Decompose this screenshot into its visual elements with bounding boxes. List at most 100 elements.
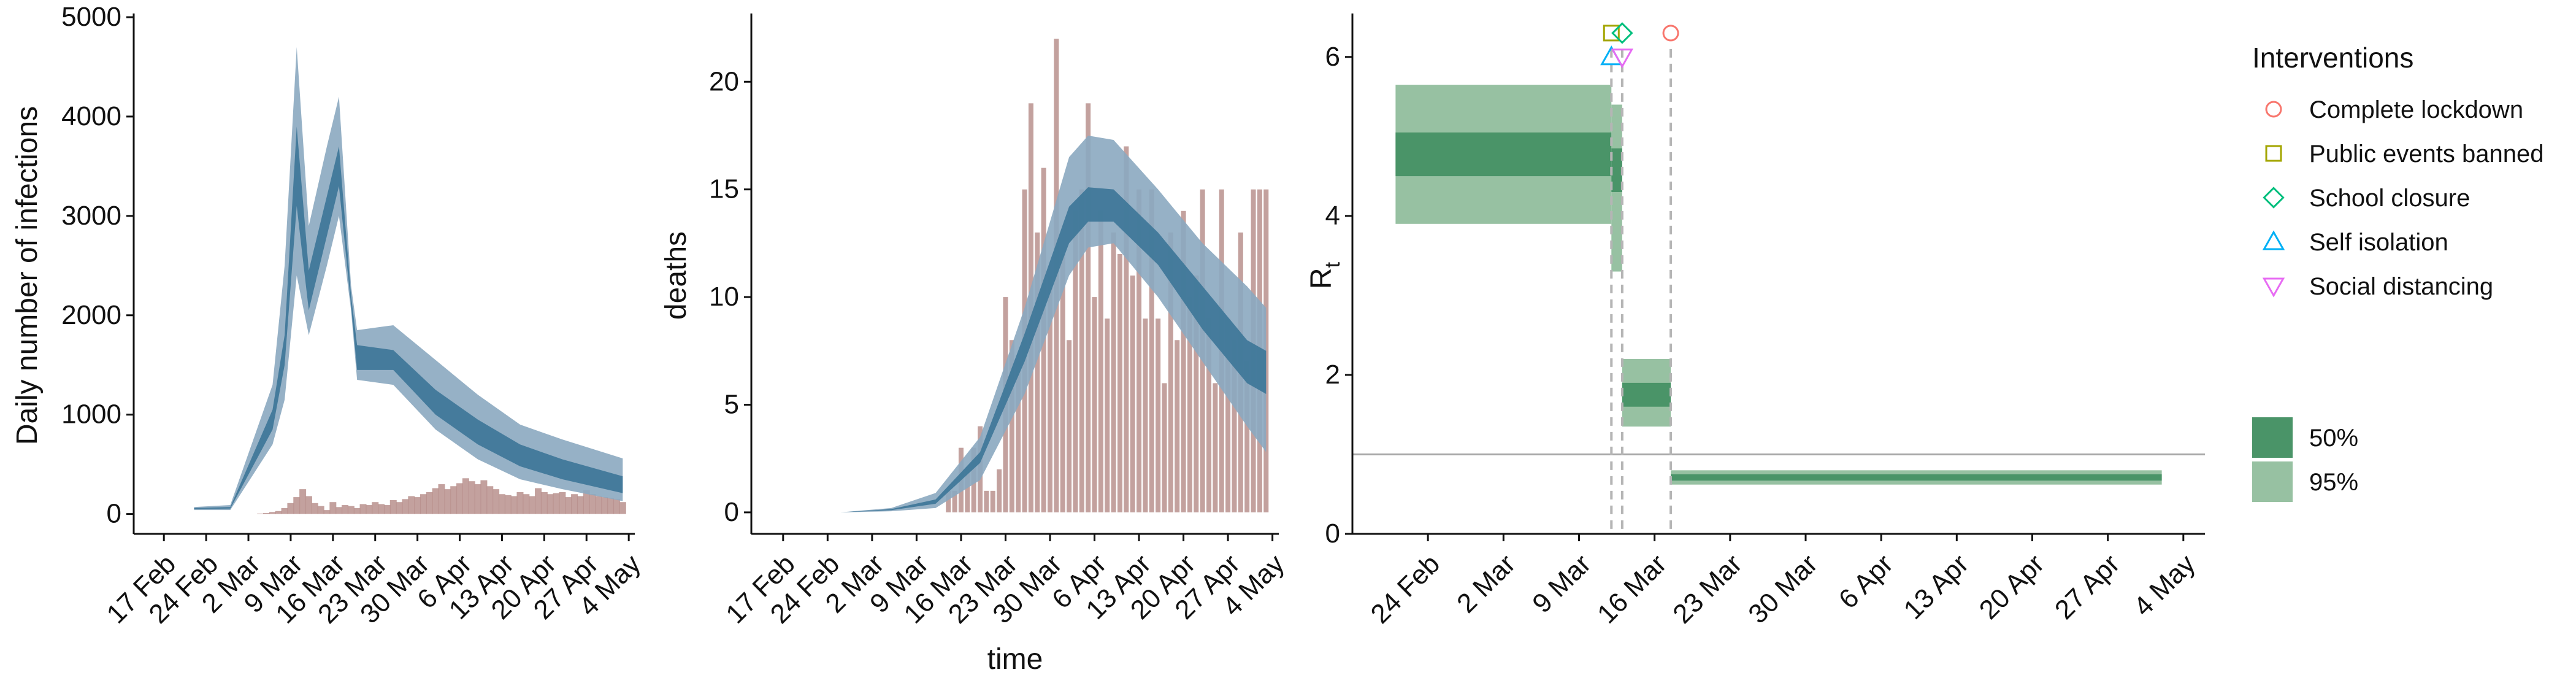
observed-bar <box>613 499 620 514</box>
observed-bar <box>1143 318 1148 512</box>
observed-bar <box>420 494 427 514</box>
observed-bar <box>263 512 270 514</box>
observed-bar <box>1117 253 1122 512</box>
x-tick-label: 27 Apr <box>2049 549 2126 625</box>
observed-bar <box>335 507 343 514</box>
intervention-marker <box>1662 25 1679 42</box>
observed-bar <box>1225 318 1231 512</box>
observed-bar <box>510 496 518 514</box>
y-axis-title: deaths <box>660 231 692 320</box>
rt-ci-50-band <box>1622 382 1671 407</box>
observed-bar <box>523 494 530 514</box>
observed-bar <box>444 489 451 514</box>
y-tick-label: 4000 <box>61 101 121 131</box>
observed-bar <box>546 494 554 514</box>
observed-bar <box>1047 276 1052 512</box>
observed-bar <box>595 496 602 514</box>
rt-ci-50-band <box>1395 132 1612 177</box>
observed-bar <box>540 492 548 514</box>
observed-bar <box>293 497 301 514</box>
x-tick-label: 24 Feb <box>1365 549 1446 630</box>
observed-bar <box>1092 297 1097 512</box>
y-tick-label: 1000 <box>61 399 121 430</box>
y-tick-label: 0 <box>107 499 121 529</box>
observed-bar <box>1137 189 1142 512</box>
legend-swatch <box>2252 417 2293 458</box>
intervention-marker <box>1611 22 1633 44</box>
observed-bar <box>456 483 464 514</box>
y-axis-title-main: R <box>1305 268 1338 289</box>
legend-marker <box>2265 145 2282 162</box>
observed-bar <box>1206 318 1212 512</box>
intervention-marker <box>1603 25 1620 42</box>
observed-bar <box>1124 146 1129 512</box>
observed-bar <box>1035 232 1040 512</box>
observed-bar <box>1213 383 1218 512</box>
observed-bar <box>1232 340 1237 512</box>
observed-bar <box>559 492 566 514</box>
observed-bar <box>1175 340 1180 512</box>
observed-bar <box>946 490 951 512</box>
rt-ci-50-band <box>1671 474 2162 481</box>
observed-bar <box>275 511 282 514</box>
observed-bar <box>480 480 488 514</box>
legend-title: Interventions <box>2252 42 2413 74</box>
observed-bar <box>571 494 578 514</box>
observed-bar <box>396 502 403 514</box>
observed-bar <box>408 496 415 514</box>
legend-label: 95% <box>2309 469 2358 496</box>
observed-bar <box>535 488 542 514</box>
rt-ci-50-band <box>1611 148 1622 192</box>
observed-bar <box>529 496 536 514</box>
observed-bar <box>504 495 512 514</box>
observed-bar <box>432 488 439 514</box>
observed-bar <box>493 489 500 514</box>
y-axis-title-subscript: t <box>1321 261 1344 268</box>
x-tick-label: 30 Mar <box>1742 549 1823 629</box>
ci-95-band <box>840 135 1267 512</box>
y-tick-label: 5000 <box>61 2 121 32</box>
observed-bar <box>1156 318 1161 512</box>
observed-bar <box>990 490 995 512</box>
y-tick-label: 2 <box>1325 360 1340 390</box>
y-tick-label: 15 <box>709 174 739 204</box>
y-tick-label: 5 <box>724 390 739 420</box>
observed-bar <box>450 486 458 514</box>
y-tick-label: 2000 <box>61 300 121 330</box>
legend-label: Complete lockdown <box>2309 96 2523 123</box>
observed-bar <box>1194 276 1199 512</box>
observed-bar <box>1016 361 1021 512</box>
observed-bar <box>317 506 324 514</box>
legend-label: Self isolation <box>2309 229 2448 256</box>
observed-bar <box>1149 189 1154 512</box>
legend-label: Social distancing <box>2309 273 2493 300</box>
y-tick-label: 3000 <box>61 201 121 231</box>
observed-bar <box>342 505 349 514</box>
y-axis-title: Rt <box>1305 261 1344 289</box>
observed-bar <box>323 510 331 514</box>
observed-bar <box>287 503 294 514</box>
observed-bar <box>474 484 481 514</box>
observed-bar <box>378 504 385 514</box>
y-tick-label: 4 <box>1325 201 1340 231</box>
observed-bar <box>553 493 560 514</box>
observed-bar <box>438 484 445 514</box>
x-tick-label: 4 May <box>2128 549 2201 622</box>
observed-bar <box>299 489 307 514</box>
observed-bar <box>1098 210 1103 512</box>
observed-bar <box>402 499 409 514</box>
legend-marker <box>2265 101 2282 118</box>
observed-bar <box>1079 189 1084 512</box>
observed-bar <box>462 478 469 514</box>
observed-bar <box>468 481 475 514</box>
ci-50-band <box>840 187 1267 512</box>
y-tick-label: 0 <box>1325 519 1340 549</box>
x-tick-label: 20 Apr <box>1974 549 2050 625</box>
legend-marker <box>2263 187 2285 209</box>
legend-label: Public events banned <box>2309 141 2544 168</box>
observed-bar <box>565 497 572 514</box>
observed-bar <box>498 494 505 514</box>
